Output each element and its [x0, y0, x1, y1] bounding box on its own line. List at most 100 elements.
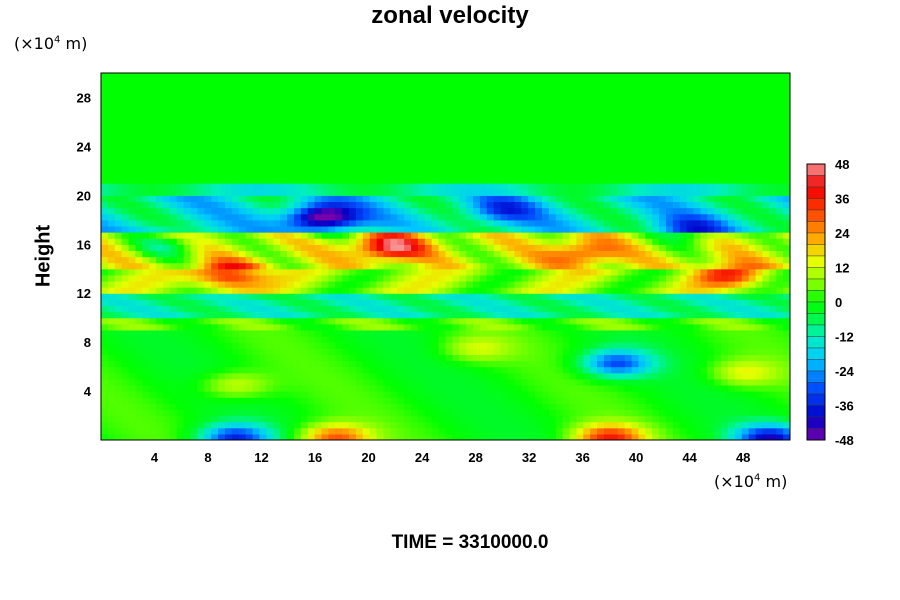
heatmap-cell — [293, 207, 302, 215]
heatmap-cell — [576, 103, 584, 111]
heatmap-cell — [245, 158, 254, 166]
heatmap-cell — [266, 176, 274, 184]
heatmap-cell — [307, 146, 316, 154]
heatmap-cell — [163, 372, 171, 380]
heatmap-cell — [211, 433, 219, 440]
heatmap-cell — [321, 109, 329, 117]
heatmap-cell — [521, 433, 529, 440]
heatmap-cell — [121, 403, 130, 411]
heatmap-cell — [665, 262, 674, 270]
heatmap-cell — [541, 287, 550, 294]
heatmap-cell — [121, 262, 130, 270]
heatmap-cell — [535, 421, 543, 429]
heatmap-cell — [438, 391, 447, 398]
heatmap-cell — [548, 91, 557, 99]
heatmap-cell — [266, 213, 274, 221]
heatmap-cell — [438, 372, 447, 380]
heatmap-cell — [163, 225, 171, 233]
heatmap-cell — [445, 397, 453, 404]
heatmap-cell — [659, 134, 667, 141]
heatmap-cell — [603, 299, 612, 307]
heatmap-cell — [252, 121, 261, 129]
heatmap-cell — [562, 372, 571, 380]
heatmap-cell — [610, 287, 619, 294]
heatmap-cell — [321, 73, 329, 80]
heatmap-cell — [431, 225, 440, 233]
heatmap-cell — [142, 164, 150, 172]
heatmap-cell — [597, 256, 605, 264]
heatmap-cell — [493, 201, 502, 209]
heatmap-cell — [231, 225, 240, 233]
heatmap-cell — [273, 256, 281, 264]
heatmap-cell — [362, 115, 371, 123]
heatmap-cell — [665, 176, 674, 184]
heatmap-cell — [404, 238, 412, 245]
heatmap-cell — [500, 397, 509, 404]
heatmap-cell — [397, 409, 405, 417]
heatmap-cell — [314, 421, 323, 429]
heatmap-cell — [459, 79, 467, 86]
heatmap-cell — [287, 232, 295, 239]
heatmap-cell — [183, 293, 192, 300]
heatmap-cell — [190, 134, 199, 141]
heatmap-cell — [259, 329, 267, 337]
heatmap-cell — [376, 360, 385, 368]
heatmap-cell — [328, 403, 336, 411]
heatmap-cell — [411, 189, 419, 196]
heatmap-cell — [342, 109, 350, 117]
heatmap-cell — [486, 421, 495, 429]
heatmap-cell — [259, 384, 267, 392]
heatmap-cell — [452, 342, 460, 349]
heatmap-cell — [562, 256, 571, 264]
heatmap-cell — [266, 378, 274, 386]
heatmap-cell — [583, 238, 591, 245]
heatmap-cell — [252, 115, 261, 123]
heatmap-cell — [101, 176, 109, 184]
heatmap-cell — [479, 201, 488, 209]
heatmap-cell — [617, 85, 626, 92]
heatmap-cell — [445, 244, 453, 251]
heatmap-cell — [211, 134, 219, 141]
heatmap-cell — [135, 421, 143, 429]
heatmap-cell — [355, 329, 364, 337]
heatmap-cell — [624, 342, 633, 349]
heatmap-cell — [225, 342, 233, 349]
heatmap-cell — [369, 207, 378, 215]
heatmap-cell — [197, 146, 205, 154]
heatmap-cell — [652, 158, 660, 166]
heatmap-cell — [135, 348, 143, 355]
heatmap-cell — [355, 219, 364, 227]
heatmap-cell — [321, 415, 329, 423]
heatmap-cell — [562, 146, 571, 154]
heatmap-cell — [362, 73, 371, 80]
heatmap-cell — [190, 360, 199, 368]
heatmap-cell — [121, 274, 130, 282]
heatmap-cell — [383, 268, 391, 276]
heatmap-cell — [624, 305, 633, 313]
heatmap-cell — [473, 201, 481, 209]
heatmap-cell — [411, 342, 419, 349]
heatmap-cell — [562, 164, 571, 172]
heatmap-cell — [107, 378, 116, 386]
heatmap-cell — [528, 336, 536, 343]
heatmap-cell — [493, 366, 502, 374]
heatmap-cell — [445, 336, 453, 343]
heatmap-cell — [142, 176, 150, 184]
heatmap-cell — [149, 158, 157, 166]
plot-area — [101, 73, 790, 440]
heatmap-cell — [473, 232, 481, 239]
heatmap-cell — [500, 79, 509, 86]
heatmap-cell — [321, 250, 329, 258]
heatmap-cell — [390, 176, 398, 184]
heatmap-cell — [355, 189, 364, 196]
heatmap-cell — [617, 287, 626, 294]
heatmap-cell — [617, 146, 626, 154]
heatmap-cell — [493, 146, 502, 154]
heatmap-cell — [342, 238, 350, 245]
heatmap-cell — [190, 207, 199, 215]
heatmap-cell — [597, 305, 605, 313]
heatmap-cell — [479, 342, 488, 349]
heatmap-cell — [431, 311, 440, 319]
heatmap-cell — [300, 397, 309, 404]
heatmap-cell — [280, 207, 288, 215]
